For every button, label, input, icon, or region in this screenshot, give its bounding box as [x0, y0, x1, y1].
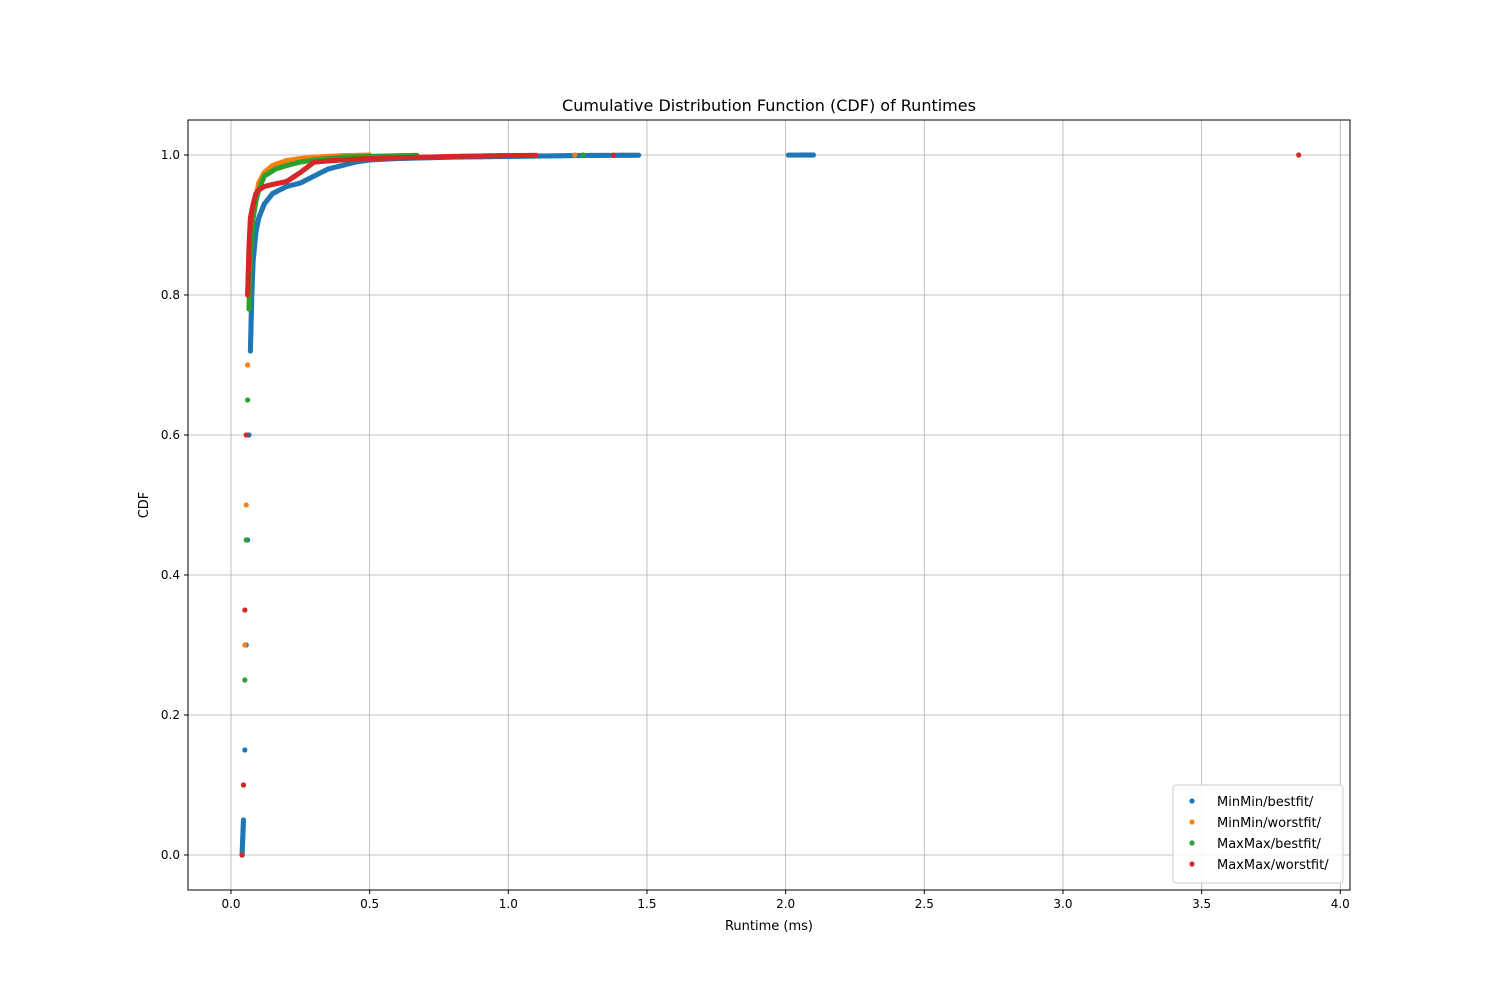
data-point [245, 362, 251, 368]
data-point [242, 642, 248, 648]
x-tick-label: 2.5 [915, 897, 934, 911]
data-point [239, 852, 245, 858]
data-point [572, 152, 578, 158]
x-tick-label: 4.0 [1331, 897, 1350, 911]
x-axis-ticks: 0.0 0.5 1.0 1.5 2.0 2.5 3.0 3.5 4.0 [221, 890, 1350, 911]
x-tick-label: 0.5 [360, 897, 379, 911]
data-point [533, 152, 539, 158]
data-point [242, 747, 248, 753]
legend-marker [1189, 819, 1195, 825]
data-point [243, 432, 249, 438]
legend-label: MinMin/bestfit/ [1217, 795, 1314, 810]
data-point [245, 397, 251, 403]
x-tick-label: 0.0 [221, 897, 240, 911]
y-tick-label: 0.4 [161, 568, 180, 582]
x-tick-label: 2.0 [776, 897, 795, 911]
legend-label: MinMin/worstfit/ [1217, 816, 1322, 831]
series-minmin-worstfit-2 [572, 152, 578, 158]
x-tick-label: 1.0 [499, 897, 518, 911]
y-tick-label: 0.8 [161, 288, 180, 302]
y-axis-ticks: 0.0 0.2 0.4 0.6 0.8 1.0 [161, 148, 188, 862]
y-tick-label: 0.0 [161, 848, 180, 862]
x-axis-label: Runtime (ms) [725, 919, 813, 934]
legend-label: MaxMax/bestfit/ [1217, 837, 1322, 852]
data-point [242, 607, 248, 613]
legend-marker [1189, 840, 1195, 846]
data-points [239, 152, 1302, 858]
legend-box [1172, 784, 1344, 884]
legend-label: MaxMax/worstfit/ [1217, 858, 1329, 873]
series-maxmax-worstfit-4 [239, 152, 1302, 858]
x-tick-label: 3.5 [1192, 897, 1211, 911]
data-point [810, 152, 816, 158]
data-point [243, 537, 249, 543]
legend-marker [1189, 798, 1195, 804]
data-point [240, 817, 247, 823]
y-tick-label: 0.6 [161, 428, 180, 442]
chart-title: Cumulative Distribution Function (CDF) o… [562, 96, 976, 115]
data-point [1296, 152, 1302, 158]
data-point [240, 782, 247, 788]
x-tick-label: 3.0 [1053, 897, 1072, 911]
legend-marker [1189, 861, 1195, 867]
x-tick-label: 1.5 [637, 897, 656, 911]
data-point [242, 677, 248, 683]
y-tick-label: 0.2 [161, 708, 180, 722]
plot-frame [187, 119, 1351, 891]
data-point [636, 152, 642, 158]
grid [188, 120, 1350, 890]
legend: MinMin/bestfit/MinMin/worstfit/MaxMax/be… [1172, 784, 1344, 884]
data-point [580, 152, 586, 158]
y-tick-label: 1.0 [161, 148, 180, 162]
data-point [611, 152, 617, 158]
data-point [243, 502, 249, 508]
y-axis-label: CDF [137, 492, 152, 519]
